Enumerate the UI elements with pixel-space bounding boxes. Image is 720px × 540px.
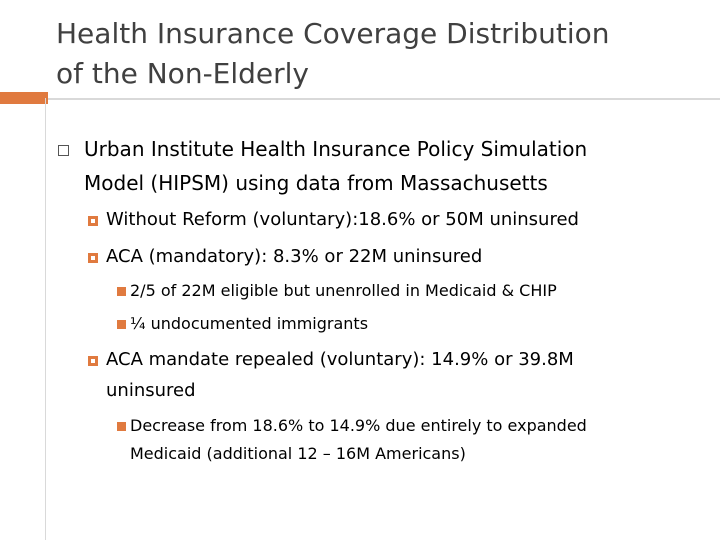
bullet-filled-square-icon xyxy=(117,320,126,329)
bullet-filled-square-icon xyxy=(117,422,126,431)
slide-title-line-1: Health Insurance Coverage Distribution xyxy=(56,17,610,50)
slide-title-line-2: of the Non-Elderly xyxy=(56,57,309,90)
left-margin-line xyxy=(45,98,46,540)
detail-decrease-line-1: Decrease from 18.6% to 14.9% due entirel… xyxy=(130,416,587,435)
bullet-box-icon xyxy=(58,145,69,156)
detail-eligible-unenrolled: 2/5 of 22M eligible but unenrolled in Me… xyxy=(130,281,557,300)
sub-bullet-mandate-repealed-line-2: uninsured xyxy=(106,380,196,401)
sub-bullet-without-reform: Without Reform (voluntary):18.6% or 50M … xyxy=(106,209,579,230)
bullet-square-icon xyxy=(88,356,98,366)
main-bullet-line-1: Urban Institute Health Insurance Policy … xyxy=(84,137,588,161)
main-bullet-line-2: Model (HIPSM) using data from Massachuse… xyxy=(84,171,548,195)
bullet-square-icon xyxy=(88,253,98,263)
bullet-square-icon xyxy=(88,216,98,226)
title-divider xyxy=(0,98,720,100)
sub-bullet-mandate-repealed-line-1: ACA mandate repealed (voluntary): 14.9% … xyxy=(106,349,574,370)
detail-decrease-line-2: Medicaid (additional 12 – 16M Americans) xyxy=(130,444,466,463)
title-accent-bar xyxy=(0,92,48,104)
detail-undocumented: ¼ undocumented immigrants xyxy=(130,314,369,333)
slide-title: Health Insurance Coverage Distribution o… xyxy=(56,14,706,94)
bullet-filled-square-icon xyxy=(117,287,126,296)
sub-bullet-aca-mandatory: ACA (mandatory): 8.3% or 22M uninsured xyxy=(106,246,483,267)
